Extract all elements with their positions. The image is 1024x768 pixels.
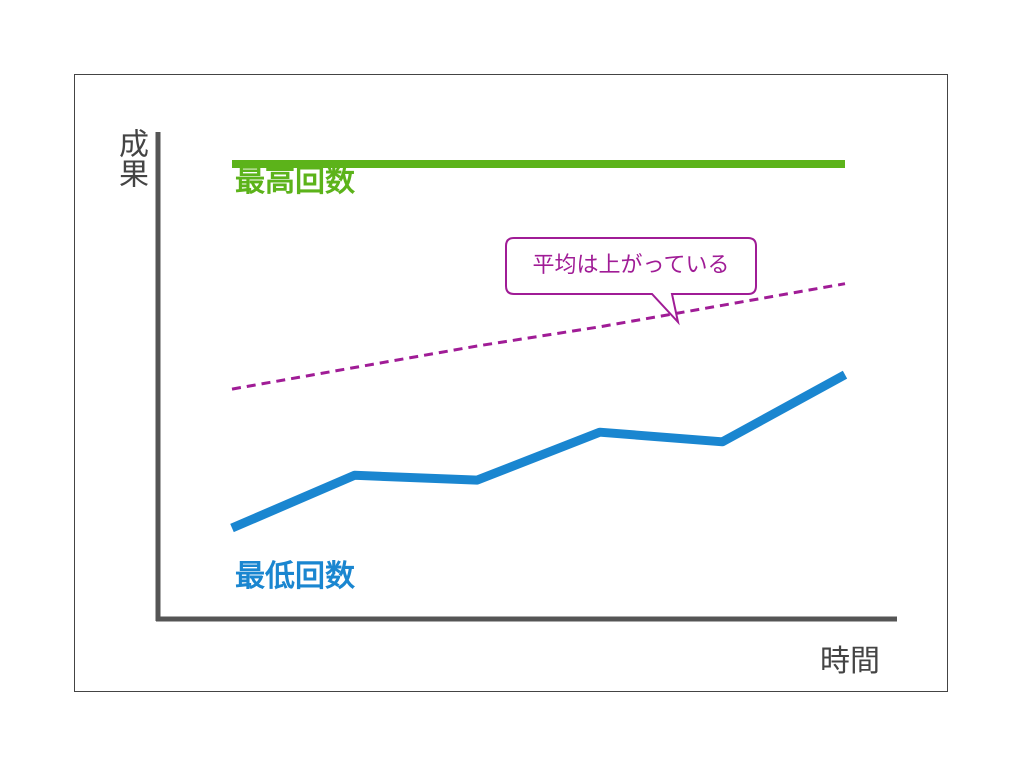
callout-bubble <box>505 237 757 326</box>
series-label-min: 最低回数 <box>235 559 355 594</box>
callout-text: 平均は上がっている <box>532 253 730 278</box>
chart-frame <box>74 74 948 692</box>
series-line-2 <box>231 282 846 391</box>
series-layer <box>230 160 848 533</box>
callout-outline <box>505 237 757 326</box>
series-label-max: 最高回数 <box>235 164 355 199</box>
series-line-1 <box>230 370 848 533</box>
y-axis-label: 成果 <box>113 128 148 188</box>
x-axis-label: 時間 <box>820 644 880 679</box>
axes <box>155 132 897 622</box>
